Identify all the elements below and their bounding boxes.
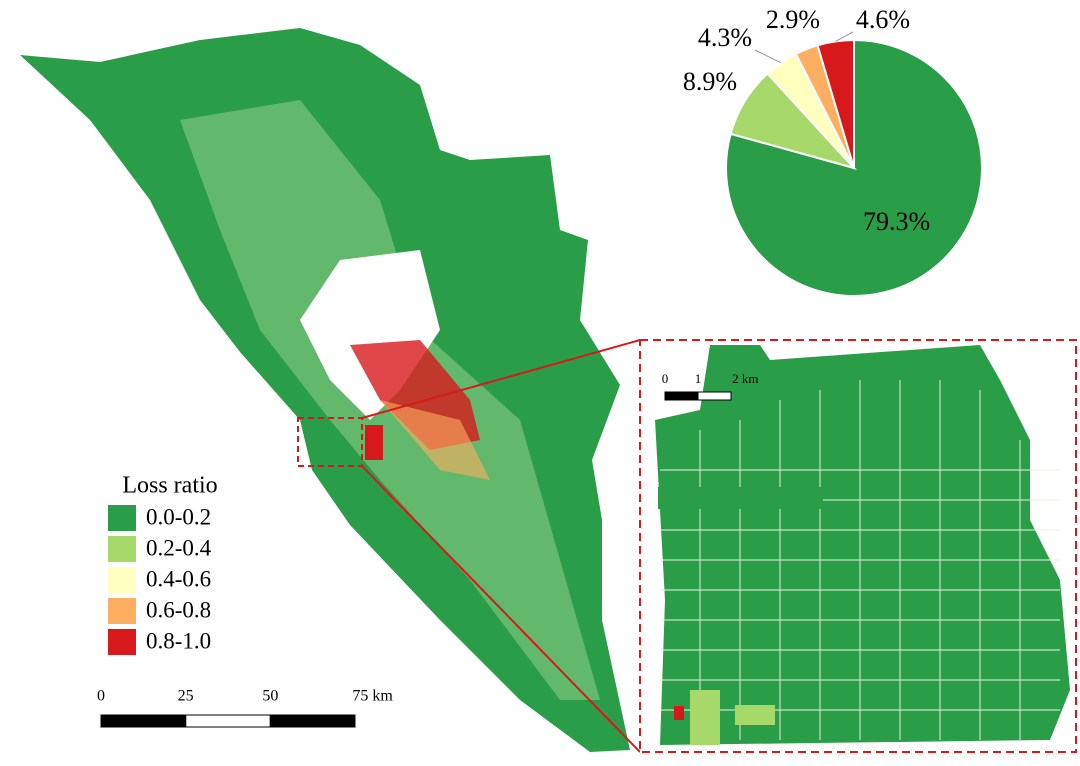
inset-map [639,339,1077,753]
leader-line [835,31,854,42]
scale-segment [697,391,732,401]
pie-label: 4.3% [698,23,752,52]
scale-label: 75 km [352,688,393,705]
pie-label: 4.6% [856,5,910,34]
scale-segment [100,714,187,728]
scale-segment [269,714,356,728]
high-loss-patch [674,706,684,720]
inset-scale-bar: 0 1 2 km [662,371,758,401]
park [690,690,720,745]
high-loss-patch [365,425,383,460]
pie-chart: 79.3% 8.9% 4.3% 2.9% 4.6% [683,5,983,297]
legend-label: 0.4-0.6 [146,566,211,591]
legend: Loss ratio 0.0-0.2 0.2-0.4 0.4-0.6 0.6-0.8 0… [108,473,218,655]
scale-label: 50 [262,688,278,705]
pie-label: 2.9% [766,5,820,34]
scale-segment [185,714,271,728]
park [735,705,775,725]
scale-bar: 0 25 50 75 km [97,688,393,728]
connector-line [361,339,641,419]
scale-label: 2 km [732,371,758,386]
region-map [20,28,641,753]
legend-title: Loss ratio [122,473,217,499]
moderate-loss-zone [380,400,490,480]
legend-swatch [108,536,136,562]
legend-swatch [108,567,136,593]
legend-label: 0.8-1.0 [146,628,211,653]
legend-swatch [108,505,136,531]
inset-land [655,345,1070,745]
scale-label: 0 [662,371,669,386]
leader-line [754,49,782,64]
scale-label: 25 [178,688,194,705]
connector-line [361,465,641,753]
legend-label: 0.0-0.2 [146,504,211,529]
legend-label: 0.2-0.4 [146,535,212,560]
pie-label: 79.3% [863,207,930,236]
legend-swatch [108,629,136,655]
scale-label: 0 [97,688,105,705]
park [658,487,823,509]
legend-swatch [108,598,136,624]
pie-label: 8.9% [683,67,737,96]
scale-label: 1 [695,371,702,386]
detail-area [297,417,363,467]
street-grid [660,380,1060,740]
scale-segment [664,391,699,401]
legend-label: 0.6-0.8 [146,597,211,622]
